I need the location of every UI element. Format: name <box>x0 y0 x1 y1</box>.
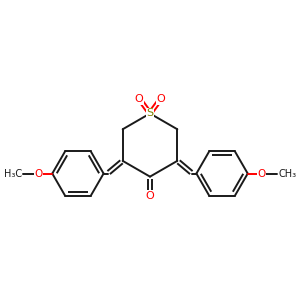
Text: O: O <box>34 169 43 178</box>
Text: H₃C: H₃C <box>4 169 22 178</box>
Text: CH₃: CH₃ <box>278 169 296 178</box>
Text: O: O <box>257 169 266 178</box>
Text: O: O <box>146 191 154 201</box>
Text: S: S <box>146 109 154 118</box>
Text: O: O <box>157 94 165 104</box>
Text: O: O <box>135 94 143 104</box>
